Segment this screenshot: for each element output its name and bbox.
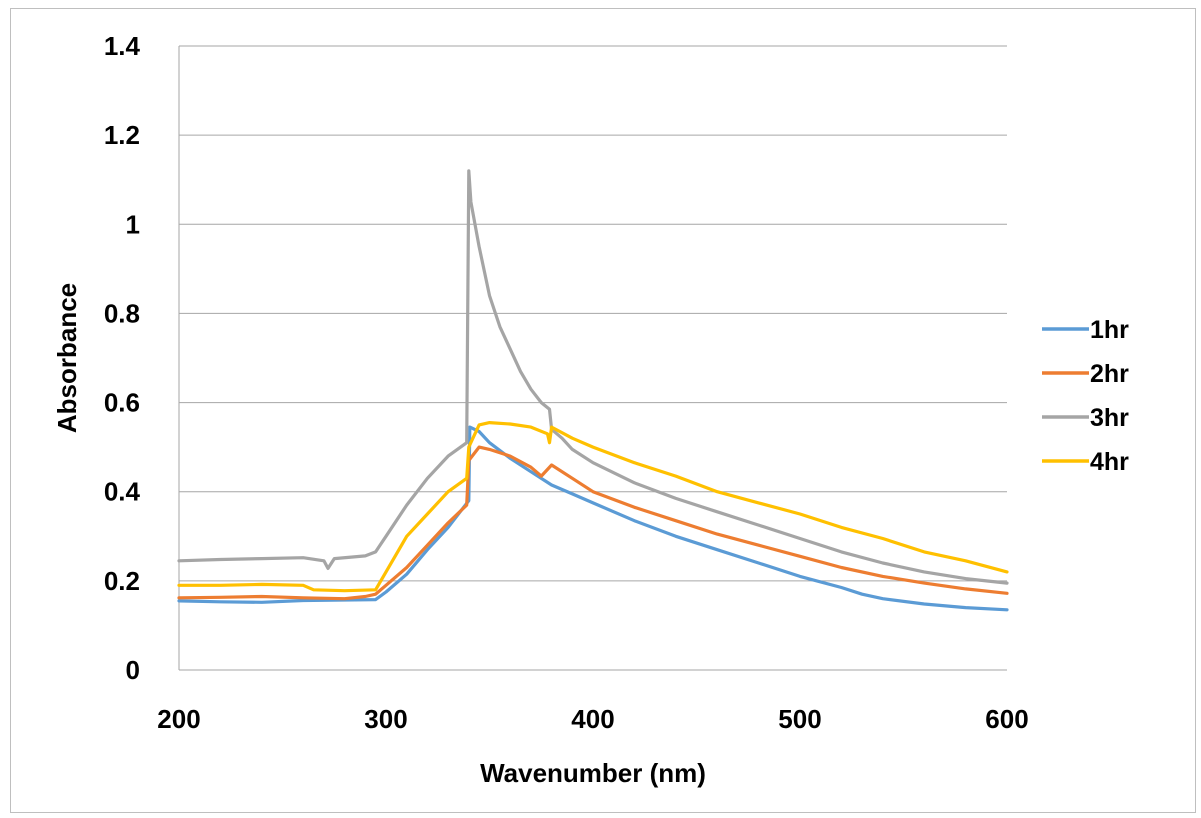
legend-item: 2hr xyxy=(1042,360,1129,388)
x-tick-label: 200 xyxy=(157,704,200,734)
y-tick-label: 0.4 xyxy=(104,477,141,507)
y-axis-title: Absorbance xyxy=(52,283,82,433)
gridlines xyxy=(179,45,1007,582)
y-tick-labels: 0 0.2 0.4 0.6 0.8 1 1.2 1.4 xyxy=(104,31,141,685)
x-tick-label: 500 xyxy=(778,704,821,734)
series-line-4hr xyxy=(177,421,1009,593)
series-line-1hr xyxy=(177,425,1009,612)
x-axis-title: Wavenumber (nm) xyxy=(480,758,706,788)
chart-frame xyxy=(10,8,1196,813)
legend-label: 3hr xyxy=(1090,404,1129,432)
x-tick-labels: 200 300 400 500 600 xyxy=(157,704,1028,734)
y-tick-label: 1.4 xyxy=(104,31,141,61)
y-tick-label: 1.2 xyxy=(104,120,140,150)
x-tick-label: 600 xyxy=(985,704,1028,734)
series-line-3hr xyxy=(177,169,1009,585)
x-tick-label: 400 xyxy=(571,704,614,734)
y-tick-label: 0.6 xyxy=(104,388,140,418)
legend-item: 4hr xyxy=(1042,448,1129,476)
axes xyxy=(178,46,1007,671)
legend-label: 1hr xyxy=(1090,316,1129,344)
y-tick-label: 0.2 xyxy=(104,566,140,596)
y-tick-label: 0 xyxy=(126,655,140,685)
x-tick-label: 300 xyxy=(364,704,407,734)
series-lines xyxy=(177,169,1009,612)
y-tick-label: 0.8 xyxy=(104,298,140,328)
y-tick-label: 1 xyxy=(126,209,140,239)
legend-item: 3hr xyxy=(1042,404,1129,432)
legend: 1hr 2hr 3hr 4hr xyxy=(1042,316,1129,476)
series-line-2hr xyxy=(177,445,1009,601)
legend-item: 1hr xyxy=(1042,316,1129,344)
legend-label: 2hr xyxy=(1090,360,1129,388)
legend-label: 4hr xyxy=(1090,448,1129,476)
